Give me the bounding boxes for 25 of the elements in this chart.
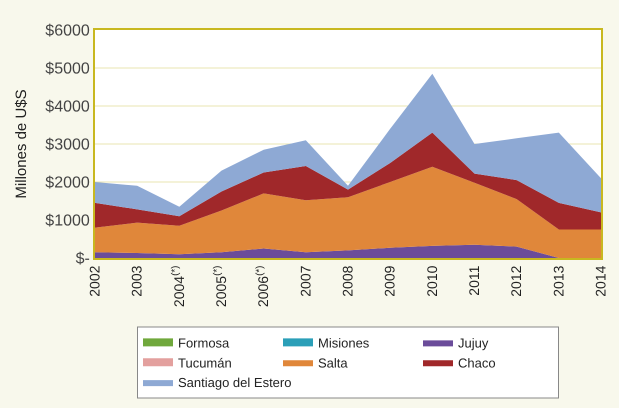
y-tick-label: $2000 (45, 174, 90, 192)
y-tick-label: $4000 (45, 98, 90, 116)
x-tick-label: 2010 (424, 265, 440, 297)
x-tick-label: 2008 (340, 265, 356, 297)
legend-label: Chaco (458, 355, 496, 370)
y-axis-title: Millones de U$S (13, 89, 30, 199)
legend-label: Jujuy (458, 335, 489, 350)
x-tick-label: 2009 (382, 265, 398, 297)
legend-label: Santiago del Estero (178, 375, 292, 390)
y-tick-label: $- (76, 250, 90, 268)
legend-label: Tucumán (178, 355, 232, 370)
x-tick-label: 2011 (466, 265, 482, 296)
legend-label: Misiones (318, 335, 370, 350)
y-tick-label: $3000 (45, 136, 90, 154)
x-tick-label: 2007 (297, 265, 314, 297)
legend-label: Formosa (178, 335, 230, 350)
y-tick-label: $1000 (45, 212, 90, 230)
y-tick-label: $6000 (45, 22, 90, 40)
x-tick-label: 2002 (86, 265, 103, 297)
x-tick-label: 2013 (550, 265, 566, 297)
x-tick-label: 2012 (508, 265, 524, 297)
x-tick-label: 2014 (592, 265, 609, 297)
y-tick-label: $5000 (45, 60, 90, 78)
legend-label: Salta (318, 355, 348, 370)
x-tick-label: 2003 (128, 265, 145, 297)
